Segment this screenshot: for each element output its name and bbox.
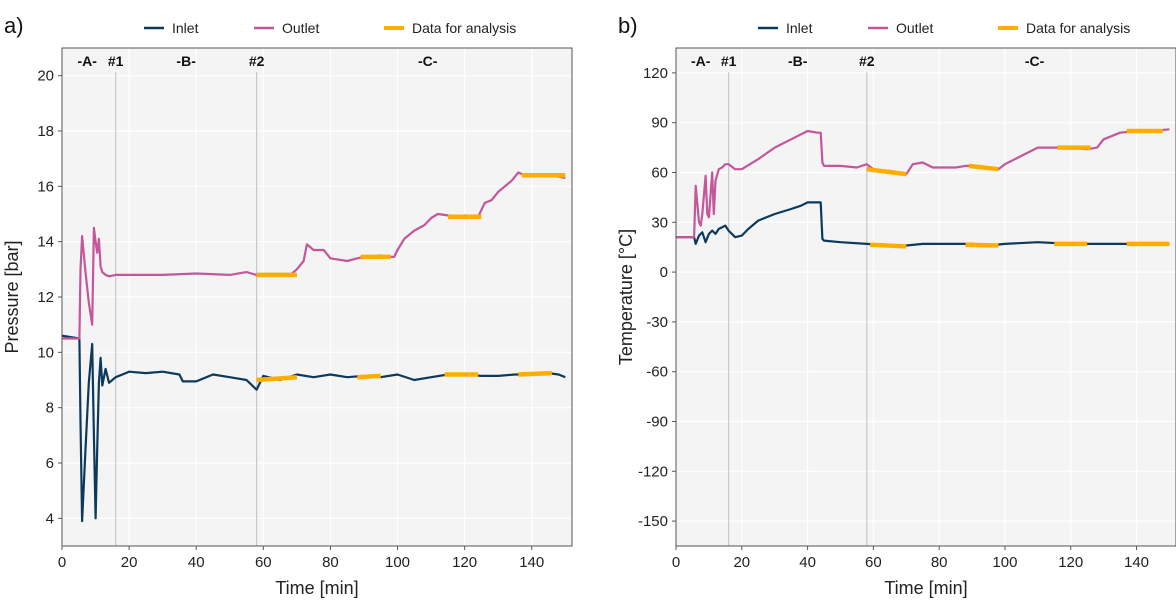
y-tick-label: 12 [37, 289, 54, 306]
y-tick-label: 90 [651, 115, 668, 132]
phase-label: -C- [1025, 53, 1045, 69]
y-tick-label: -120 [638, 463, 668, 480]
y-tick-label: -90 [646, 414, 668, 431]
divider-label: #1 [721, 53, 737, 69]
x-axis-label: Time [min] [275, 578, 358, 598]
series-analysis-segment [866, 166, 907, 177]
x-tick-label: 0 [672, 554, 680, 571]
panel-label: b) [618, 13, 638, 38]
phase-label: -A- [691, 53, 711, 69]
y-tick-label: 18 [37, 123, 54, 140]
series-line-outlet [676, 128, 1170, 239]
plot-frame [675, 47, 1176, 547]
series-analysis-segment [357, 373, 381, 380]
y-tick-label: 30 [651, 214, 668, 231]
x-tick-label: 140 [519, 554, 544, 571]
y-tick-label: 14 [37, 234, 54, 251]
y-tick-label: 20 [37, 68, 54, 85]
x-tick-label: 100 [992, 554, 1017, 571]
legend-label-inlet: Inlet [172, 20, 199, 36]
y-tick-label: 4 [46, 510, 54, 527]
series-line-outlet [62, 171, 566, 340]
y-tick-label: -150 [638, 513, 668, 530]
plot-series [62, 171, 566, 523]
y-axis-label: Temperature [°C] [616, 229, 636, 365]
x-tick-label: 140 [1124, 554, 1149, 571]
legend-label-outlet: Outlet [896, 20, 933, 36]
phase-label: -C- [418, 53, 438, 69]
phase-label: -B- [788, 53, 808, 69]
panel-label: a) [4, 13, 24, 38]
series-analysis-segment [965, 242, 999, 248]
chart-pressure: #1 #2 -A- -B- -C- 0 20 40 60 80 100 120 140 4 6 8 10 12 14… [2, 13, 573, 598]
x-tick-label: 0 [58, 554, 66, 571]
x-axis-label: Time [min] [884, 578, 967, 598]
x-tick-label: 120 [452, 554, 477, 571]
x-tick-label: 80 [322, 554, 339, 571]
y-tick-label: 10 [37, 344, 54, 361]
x-tick-label: 20 [733, 554, 750, 571]
series-analysis-segment [968, 163, 999, 172]
plot-series [676, 128, 1170, 249]
x-tick-label: 100 [385, 554, 410, 571]
chart-temperature: #1 #2 -A- -B- -C- 0 20 40 60 80 100 120 140 120 90 60 30… [616, 13, 1176, 598]
series-analysis-segment [518, 370, 552, 377]
y-tick-label: -30 [646, 314, 668, 331]
x-tick-label: 40 [799, 554, 816, 571]
legend-label-inlet: Inlet [786, 20, 813, 36]
phase-label: -B- [176, 53, 196, 69]
y-axis-label: Pressure [bar] [2, 240, 22, 353]
y-tick-label: 0 [660, 264, 668, 281]
series-analysis-segment [869, 242, 907, 249]
x-tick-label: 120 [1058, 554, 1083, 571]
x-tick-label: 80 [931, 554, 948, 571]
legend-label-analysis: Data for analysis [412, 20, 516, 36]
y-tick-label: -60 [646, 364, 668, 381]
y-tick-label: 120 [643, 65, 668, 82]
divider-label: #1 [108, 53, 124, 69]
divider-label: #2 [249, 53, 265, 69]
y-tick-label: 16 [37, 178, 54, 195]
phase-label: -A- [77, 53, 97, 69]
plot-area [676, 48, 1176, 546]
x-tick-label: 60 [865, 554, 882, 571]
x-tick-label: 60 [255, 554, 272, 571]
y-tick-label: 8 [46, 400, 54, 417]
x-tick-label: 40 [188, 554, 205, 571]
y-tick-label: 60 [651, 165, 668, 182]
x-tick-label: 20 [121, 554, 138, 571]
legend-label-outlet: Outlet [282, 20, 319, 36]
legend-label-analysis: Data for analysis [1026, 20, 1130, 36]
series-analysis-segment [256, 374, 298, 383]
y-tick-label: 6 [46, 455, 54, 472]
divider-label: #2 [859, 53, 875, 69]
